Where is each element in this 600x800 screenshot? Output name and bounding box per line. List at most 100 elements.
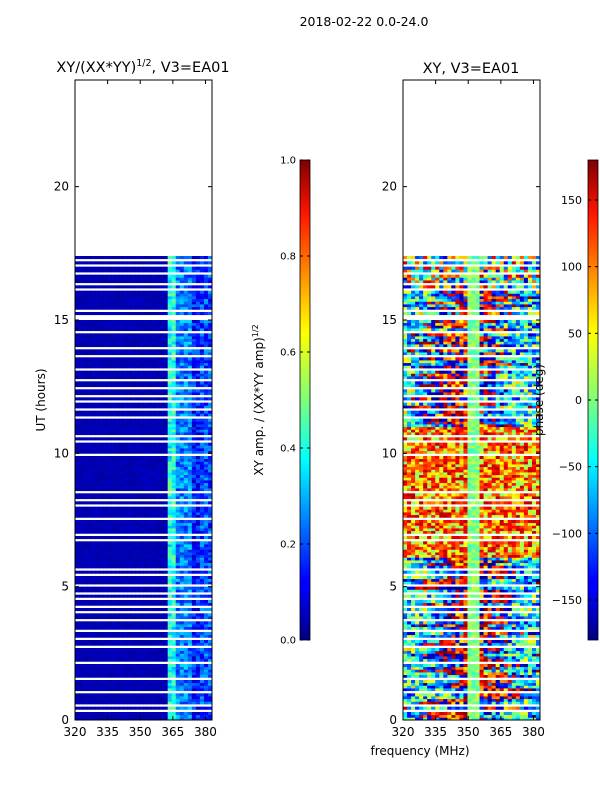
amplitude-cell — [147, 581, 152, 585]
amplitude-cell — [155, 613, 161, 617]
amplitude-cell — [87, 570, 92, 574]
phase-cell — [471, 685, 476, 689]
amplitude-cell — [111, 581, 116, 585]
amplitude-cell — [131, 285, 136, 289]
amplitude-cell — [191, 290, 197, 294]
amplitude-cell — [175, 352, 181, 356]
amplitude-cell — [111, 389, 116, 393]
amplitude-cell — [95, 469, 100, 473]
phase-cell — [435, 682, 440, 686]
amplitude-cell — [171, 669, 177, 673]
phase-cell — [531, 717, 537, 720]
phase-cell — [503, 712, 509, 716]
amplitude-cell — [163, 544, 169, 548]
phase-cell — [499, 685, 505, 689]
phase-cell — [467, 706, 472, 710]
amplitude-cell — [139, 562, 144, 566]
amplitude-cell — [191, 426, 197, 430]
amplitude-cell — [207, 650, 212, 654]
amplitude-cell — [123, 712, 128, 716]
amplitude-cell — [83, 672, 88, 676]
amplitude-cell — [107, 293, 112, 297]
amplitude-cell — [111, 586, 116, 590]
amplitude-cell — [163, 421, 169, 425]
amplitude-cell — [87, 344, 92, 348]
amplitude-cell — [127, 482, 132, 486]
amplitude-cell — [207, 365, 212, 369]
amplitude-cell — [167, 290, 173, 294]
amplitude-cell — [187, 405, 193, 409]
amplitude-cell — [91, 501, 96, 505]
amplitude-cell — [107, 501, 112, 505]
phase-cell — [499, 701, 505, 705]
amplitude-cell — [95, 456, 100, 460]
amplitude-cell — [123, 488, 128, 492]
amplitude-cell — [135, 256, 140, 260]
amplitude-cell — [87, 357, 92, 361]
amplitude-cell — [79, 360, 84, 364]
amplitude-cell — [171, 256, 177, 260]
amplitude-cell — [191, 402, 197, 406]
amplitude-cell — [171, 509, 177, 513]
amplitude-cell — [167, 669, 173, 673]
amplitude-cell — [183, 306, 189, 310]
phase-cell — [451, 688, 456, 692]
amplitude-cell — [75, 325, 80, 329]
amplitude-cell — [95, 424, 100, 428]
amplitude-cell — [111, 712, 116, 716]
amplitude-cell — [187, 506, 193, 510]
amplitude-cell — [175, 514, 181, 518]
amplitude-cell — [103, 520, 108, 524]
amplitude-cell — [179, 456, 185, 460]
amplitude-cell — [151, 706, 156, 710]
amplitude-cell — [91, 432, 96, 436]
amplitude-cell — [87, 349, 92, 353]
amplitude-cell — [123, 389, 128, 393]
amplitude-cell — [99, 266, 104, 270]
amplitude-cell — [103, 658, 108, 662]
amplitude-cell — [199, 306, 205, 310]
amplitude-cell — [171, 576, 177, 580]
amplitude-cell — [151, 672, 156, 676]
amplitude-cell — [111, 546, 116, 550]
amplitude-cell — [111, 650, 116, 654]
phase-cell — [411, 674, 416, 678]
amplitude-cell — [83, 448, 88, 452]
amplitude-cell — [171, 296, 177, 300]
amplitude-cell — [115, 602, 120, 606]
phase-cell — [515, 706, 521, 710]
amplitude-cell — [195, 669, 201, 673]
amplitude-cell — [195, 528, 201, 532]
amplitude-cell — [151, 656, 156, 660]
amplitude-cell — [167, 672, 173, 676]
amplitude-cell — [95, 594, 100, 598]
amplitude-cell — [207, 373, 212, 377]
amplitude-cell — [87, 298, 92, 302]
amplitude-cell — [191, 602, 197, 606]
amplitude-cell — [207, 624, 212, 628]
amplitude-cell — [195, 664, 201, 668]
amplitude-cell — [75, 293, 80, 297]
amplitude-cell — [175, 298, 181, 302]
amplitude-cell — [83, 664, 88, 668]
amplitude-cell — [191, 480, 197, 484]
amplitude-cell — [111, 674, 116, 678]
phase-cell — [443, 685, 448, 689]
amplitude-cell — [199, 696, 205, 700]
amplitude-cell — [171, 514, 177, 518]
amplitude-cell — [163, 714, 169, 718]
amplitude-cell — [195, 482, 201, 486]
amplitude-cell — [127, 370, 132, 374]
amplitude-cell — [91, 682, 96, 686]
amplitude-cell — [179, 693, 185, 697]
amplitude-cell — [127, 269, 132, 273]
amplitude-cell — [75, 608, 80, 612]
amplitude-cell — [159, 666, 165, 670]
amplitude-cell — [163, 552, 169, 556]
amplitude-cell — [127, 442, 132, 446]
phase-cell — [471, 696, 476, 700]
amplitude-cell — [139, 362, 144, 366]
amplitude-cell — [79, 410, 84, 414]
amplitude-cell — [199, 632, 205, 636]
